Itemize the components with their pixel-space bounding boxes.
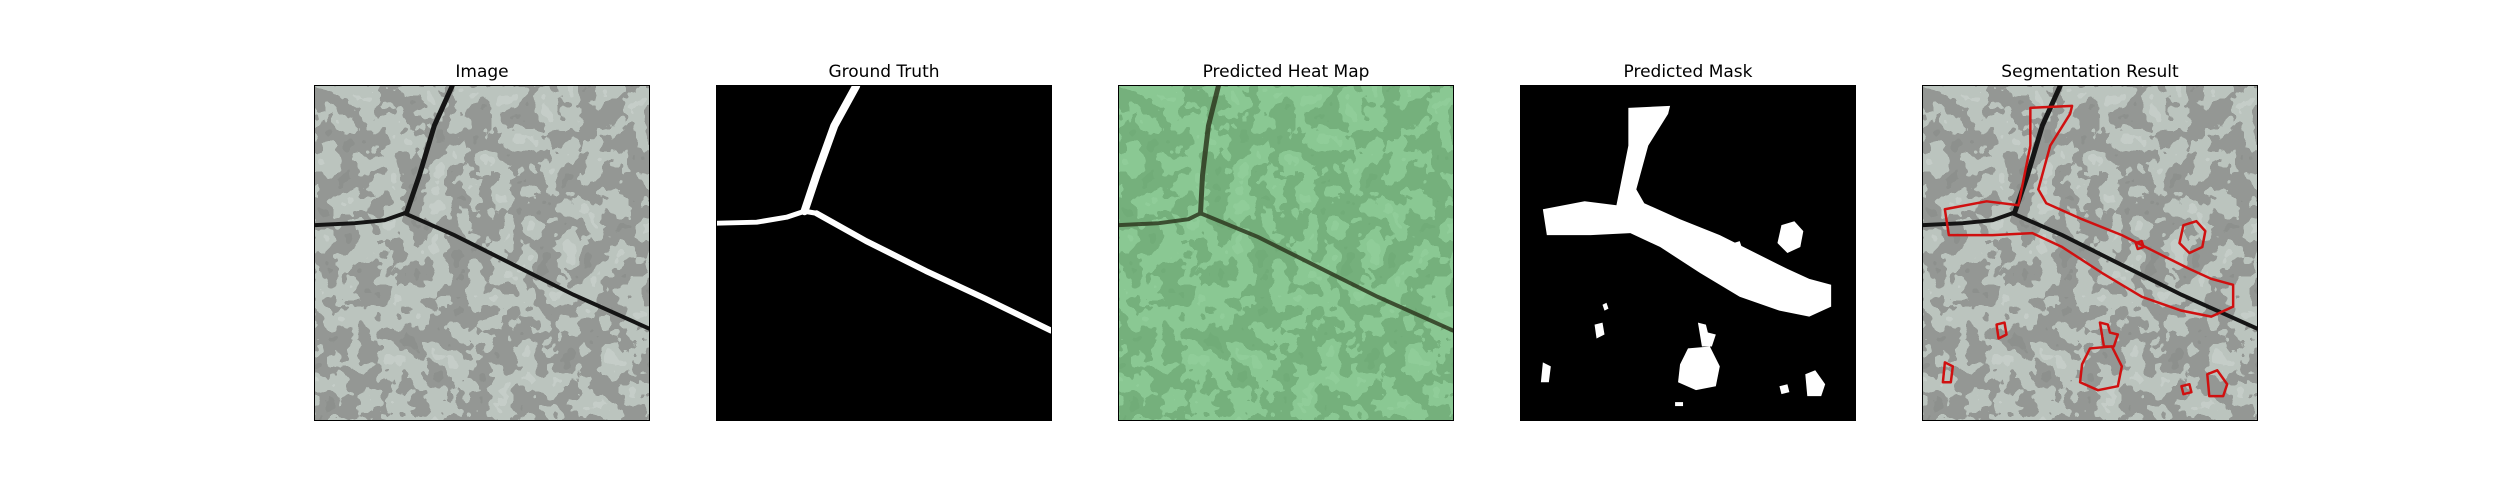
panel-title: Ground Truth xyxy=(828,62,940,82)
panel-title: Segmentation Result xyxy=(2001,62,2179,82)
predicted-mask-axes xyxy=(1520,85,1856,421)
ground-truth-mask xyxy=(717,86,1051,420)
predicted-mask xyxy=(1521,86,1855,420)
segmentation-overlay xyxy=(1923,86,2257,420)
ground-truth-axes xyxy=(716,85,1052,421)
heat-map-overlay xyxy=(1119,86,1453,420)
segmentation-axes xyxy=(1922,85,2258,421)
panel-title: Predicted Heat Map xyxy=(1202,62,1370,82)
heat-map-axes xyxy=(1118,85,1454,421)
original-image xyxy=(315,86,649,420)
image-axes xyxy=(314,85,650,421)
panel-title: Predicted Mask xyxy=(1623,62,1753,82)
panel-title: Image xyxy=(455,62,509,82)
